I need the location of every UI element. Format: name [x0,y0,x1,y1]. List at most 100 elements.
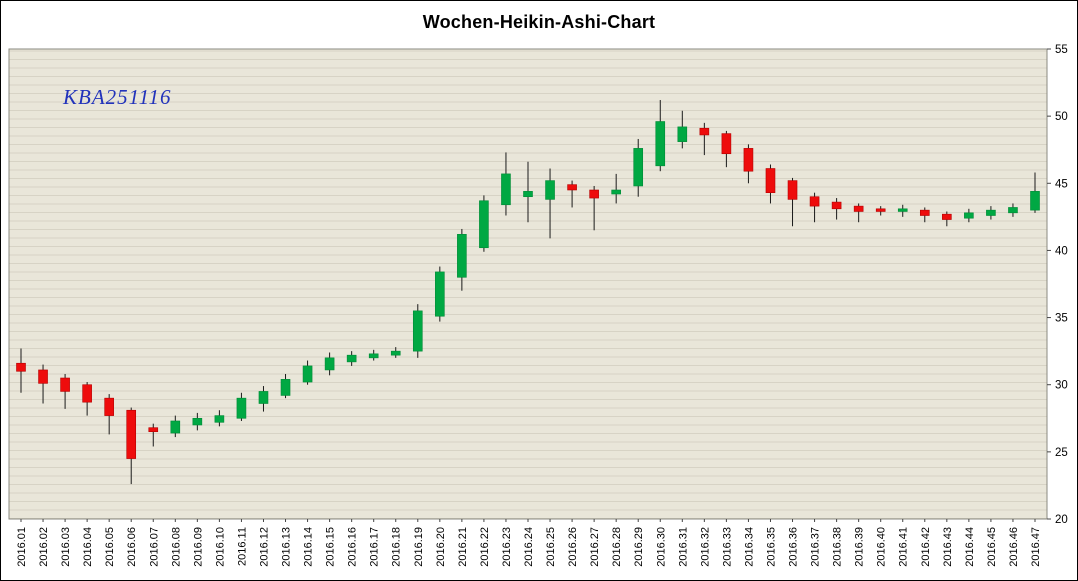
candle-body [170,420,181,434]
candle-body [192,417,203,426]
candle-body [655,121,666,167]
candle [787,177,798,227]
x-axis-label: 2016.17 [369,527,381,567]
candle [1030,172,1040,213]
x-axis-label: 2016.38 [832,527,844,567]
candle [479,195,489,252]
candle-body [60,377,70,392]
x-axis-label: 2016.14 [303,527,315,567]
candle [82,382,92,416]
candle [1008,203,1018,217]
candle-body [765,168,776,193]
candle-body [126,409,137,459]
candle [236,392,247,421]
candle [853,203,864,223]
candle-body [346,354,357,363]
candle-body [809,196,820,207]
x-axis-label: 2016.25 [545,527,557,567]
x-axis-label: 2016.23 [501,527,513,567]
candle-body [743,148,754,172]
plot-background [9,49,1047,519]
y-axis-label: 40 [1055,245,1068,257]
candle-body [435,271,445,317]
x-axis-label: 2016.02 [38,527,50,567]
candle [699,122,710,156]
candle [523,161,533,223]
candle [214,410,225,427]
candle [677,110,688,149]
candle-body [501,173,511,206]
candles [16,100,1040,485]
candle [412,304,423,358]
candle-body [390,350,401,356]
candle [346,351,357,366]
candle-body [831,201,842,210]
x-axis-label: 2016.20 [435,527,447,567]
candle-body [1030,191,1040,211]
x-axis-label: 2016.36 [788,527,800,567]
x-axis-label: 2016.15 [325,527,337,567]
candle [567,180,577,208]
y-axis-label: 45 [1055,178,1068,190]
candle-body [523,191,533,198]
candle [942,211,952,227]
candle-body [919,209,930,216]
x-axis-label: 2016.22 [479,527,491,567]
x-axis-label: 2016.18 [391,527,403,567]
candle [60,373,70,409]
candle [875,206,886,216]
candle [633,138,644,197]
x-axis-label: 2016.30 [655,527,667,567]
candle-body [302,365,313,383]
y-axis-label: 35 [1055,313,1068,325]
x-axis-label: 2016.47 [1030,527,1042,567]
candle-body [677,126,688,142]
candle [589,185,599,231]
candle [743,144,754,184]
x-axis-label: 2016.46 [1008,527,1020,567]
x-axis-label: 2016.37 [810,527,822,567]
x-axis-label: 2016.12 [258,527,270,567]
candle [390,347,401,358]
candle-body [942,213,952,220]
candle [986,206,996,220]
candle [501,152,511,216]
candle [897,204,908,217]
candle-body [479,200,489,249]
candle-body [38,369,48,384]
candle [324,352,335,376]
candle-body [368,353,379,359]
candle [765,164,776,204]
candle [104,394,114,435]
y-axis-label: 20 [1055,514,1068,526]
chart-title: Wochen-Heikin-Ashi-Chart [422,12,656,32]
x-axis-label: 2016.05 [104,527,116,567]
candle-body [611,189,621,195]
x-axis-label: 2016.43 [942,527,954,567]
x-axis-label: 2016.13 [281,527,293,567]
candle-body [545,180,555,200]
x-axis-label: 2016.27 [589,527,601,567]
candle [809,192,820,223]
candle-body [148,427,159,433]
candle [831,198,842,220]
watermark-label: KBA251116 [63,85,172,109]
candle-body [236,397,247,419]
candle [16,348,26,393]
candle-body [787,180,798,200]
candle-body [986,209,996,216]
x-axis-label: 2016.19 [413,527,425,567]
candle-body [853,205,864,212]
candle-body [82,384,92,403]
x-axis-label: 2016.08 [170,527,182,567]
x-axis: 2016.01 2016.02 2016.03 2016.04 2016.05 2016.… [16,519,1042,567]
candle [148,423,159,447]
x-axis-label: 2016.31 [677,527,689,567]
candle-body [16,362,26,372]
candle [280,373,291,399]
y-axis-label: 50 [1055,111,1068,123]
x-axis-label: 2016.29 [633,527,645,567]
x-axis-label: 2016.11 [236,527,248,566]
x-axis-label: 2016.07 [148,527,160,567]
